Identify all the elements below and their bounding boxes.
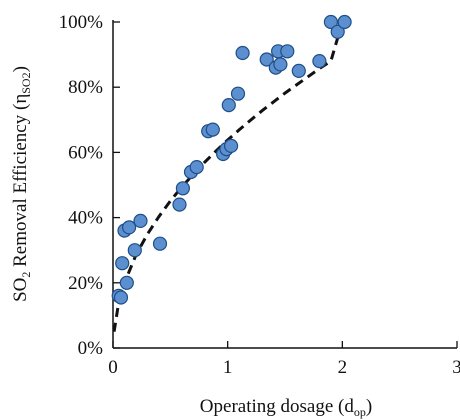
x-tick-label: 1 [223,357,233,378]
data-point [205,122,220,137]
y-axis-label-mid: Removal Efficiency (η [10,94,31,272]
data-point [312,53,327,69]
trend-line [112,21,344,332]
data-point [152,236,168,251]
data-point [291,63,306,79]
data-point [175,181,190,196]
x-tick-label: 0 [108,357,118,378]
y-tick-label: 20% [68,273,103,294]
data-point [113,290,129,305]
data-point [133,213,148,228]
data-point [115,256,130,271]
data-point [259,52,274,67]
data-point [273,57,288,72]
data-point [337,14,352,30]
y-axis-label: SO2 Removal Efficiency (ηSO2) [10,66,33,302]
data-point [235,45,250,61]
data-point [323,14,338,30]
data-points [111,14,352,305]
x-axis-label-close: ) [366,396,372,417]
y-tick-label: 60% [68,142,103,163]
y-axis-label-close: ) [10,66,31,72]
y-tick-label: 40% [68,208,103,229]
data-point [330,24,345,39]
y-axis-label-sub1: 2 [19,272,33,278]
data-point [221,97,236,113]
data-point [119,275,134,290]
y-tick-label: 100% [59,12,104,33]
x-tick-label: 3 [452,357,460,378]
y-tick-label: 80% [68,77,103,98]
x-axis-label-main: Operating dosage (d [200,396,355,417]
x-axis-label-sub: op [354,405,366,419]
data-point [172,197,187,212]
x-tick-label: 2 [338,357,348,378]
data-point [122,220,137,235]
x-axis-label: Operating dosage (dop) [200,396,372,419]
data-point [230,86,246,101]
y-tick-label: 0% [78,338,104,359]
y-axis-label-pre: SO [10,278,31,302]
data-point [224,138,239,153]
data-point [127,243,142,258]
y-axis-label-sub2: SO2 [19,72,33,93]
ticks: 0% 20% 40% 60% 80% 100% 0 1 2 3 [59,12,460,378]
data-point [280,44,295,59]
data-point [189,160,204,175]
